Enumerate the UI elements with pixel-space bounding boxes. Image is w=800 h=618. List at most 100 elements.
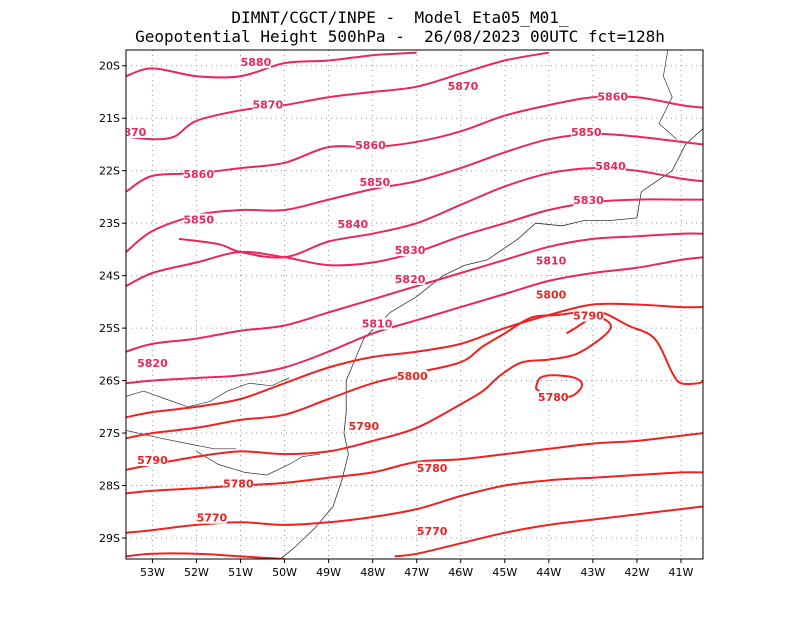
contour-label: 5790 — [137, 454, 168, 467]
lat-tick-label: 28S — [99, 480, 120, 493]
contour-label: 5840 — [338, 218, 369, 231]
contour-label-bg — [183, 167, 214, 180]
contour-label-bg — [417, 461, 448, 474]
contour-label-bg — [355, 139, 386, 152]
lon-tick-label: 51W — [228, 566, 253, 579]
contour-label-bg — [395, 244, 426, 257]
contour-label: 5780 — [538, 391, 569, 404]
contour-label-bg — [196, 511, 227, 524]
contour-label-bg — [183, 213, 214, 226]
contour-label-bg — [137, 356, 168, 369]
contour-label: 5860 — [183, 168, 214, 181]
lat-tick-label: 26S — [99, 375, 120, 388]
contour-line-5870 — [126, 51, 549, 141]
lat-tick-label: 29S — [99, 532, 120, 545]
contour-label: 5830 — [573, 194, 604, 207]
lon-tick-label: 53W — [140, 566, 165, 579]
contour-label-bg — [573, 309, 604, 322]
contour-label: 5870 — [448, 80, 479, 93]
contour-label-bg — [359, 175, 390, 188]
contour-label-bg — [536, 288, 567, 301]
lon-tick-label: 45W — [492, 566, 517, 579]
state-border — [126, 430, 237, 450]
contour-label-bg — [395, 272, 426, 285]
contour-label-bg — [597, 90, 628, 103]
contour-label-bg — [536, 254, 567, 267]
lon-tick-label: 44W — [536, 566, 561, 579]
contour-label-bg — [573, 194, 604, 207]
lat-tick-label: 24S — [99, 270, 120, 283]
contour-label: 5780 — [417, 462, 448, 475]
contour-label-bg — [223, 477, 254, 490]
contour-line-5780 — [126, 316, 612, 471]
lat-tick-label: 27S — [99, 427, 120, 440]
contour-label-bg — [126, 125, 147, 138]
contour-label: 5850 — [571, 126, 602, 139]
contour-label: 5820 — [395, 273, 426, 286]
lat-tick-label: 20S — [99, 60, 120, 73]
lon-tick-label: 49W — [316, 566, 341, 579]
map-frame — [125, 49, 704, 560]
contour-label: 5810 — [362, 317, 393, 330]
state-border — [658, 50, 677, 140]
contour-label: 5770 — [417, 525, 448, 538]
contour-line-5790 — [126, 310, 703, 440]
contour-label: 5790 — [573, 310, 604, 323]
contour-label: 5850 — [360, 176, 391, 189]
contour-label: 5780 — [223, 478, 254, 491]
lat-tick-label: 25S — [99, 322, 120, 335]
lon-tick-label: 43W — [580, 566, 605, 579]
lon-tick-label: 41W — [669, 566, 694, 579]
contour-label: 5870 — [253, 99, 284, 112]
state-border — [196, 451, 320, 476]
contour-label-bg — [362, 317, 393, 330]
contour-label-bg — [447, 79, 478, 92]
contour-label-bg — [348, 419, 379, 432]
contour-label-bg — [538, 390, 569, 403]
lon-tick-label: 52W — [184, 566, 209, 579]
contour-label-bg — [240, 56, 271, 69]
contour-label-bg — [595, 160, 626, 173]
contour-label-bg — [137, 453, 168, 466]
contour-label-bg — [252, 98, 283, 111]
contour-label: 5860 — [355, 139, 386, 152]
contour-label: 870 — [123, 126, 146, 139]
contour-label: 5770 — [197, 512, 228, 525]
state-border — [126, 377, 290, 408]
lon-tick-label: 46W — [448, 566, 473, 579]
height-contours — [126, 51, 703, 559]
coastline — [279, 128, 703, 559]
contour-label: 5790 — [349, 420, 380, 433]
contour-line-5850 — [126, 132, 703, 253]
contour-label: 5830 — [395, 244, 426, 257]
lon-tick-label: 42W — [624, 566, 649, 579]
contour-line-5880 — [126, 51, 417, 79]
contour-labels: 5880 5870 5870 5860 870 5860 5850 5860 5840 5850 5… — [123, 56, 628, 538]
contour-line-5770 — [126, 432, 703, 495]
contour-label: 5800 — [536, 289, 567, 302]
contour-label: 5800 — [397, 370, 428, 383]
contour-label-bg — [397, 369, 428, 382]
lon-tick-label: 48W — [360, 566, 385, 579]
lat-tick-label: 21S — [99, 112, 120, 125]
title-line-1: DIMNT/CGCT/INPE - Model Eta05_M01_ — [231, 8, 569, 27]
contour-line-5770 — [126, 471, 703, 534]
contour-label-bg — [337, 217, 368, 230]
title-line-2: Geopotential Height 500hPa - 26/08/2023 … — [135, 27, 665, 46]
contour-line-5760 — [126, 552, 285, 559]
lon-tick-label: 47W — [404, 566, 429, 579]
contour-label: 5860 — [597, 90, 628, 103]
contour-label: 5820 — [137, 357, 168, 370]
lat-tick-label: 23S — [99, 217, 120, 230]
contour-line-5800 — [126, 302, 703, 419]
contour-label-bg — [417, 524, 448, 537]
contour-label: 5880 — [241, 56, 272, 69]
contour-line-5820 — [126, 232, 703, 353]
contour-label-bg — [571, 125, 602, 138]
contour-label: 5810 — [536, 255, 567, 268]
contour-label: 5850 — [183, 214, 214, 227]
contour-line-5810 — [126, 256, 703, 385]
axis-ticks: 53W 52W 51W 50W 49W 48W 47W 46W 45W 44W 43W 42W 41W 2… — [99, 60, 694, 579]
lat-tick-label: 22S — [99, 165, 120, 178]
